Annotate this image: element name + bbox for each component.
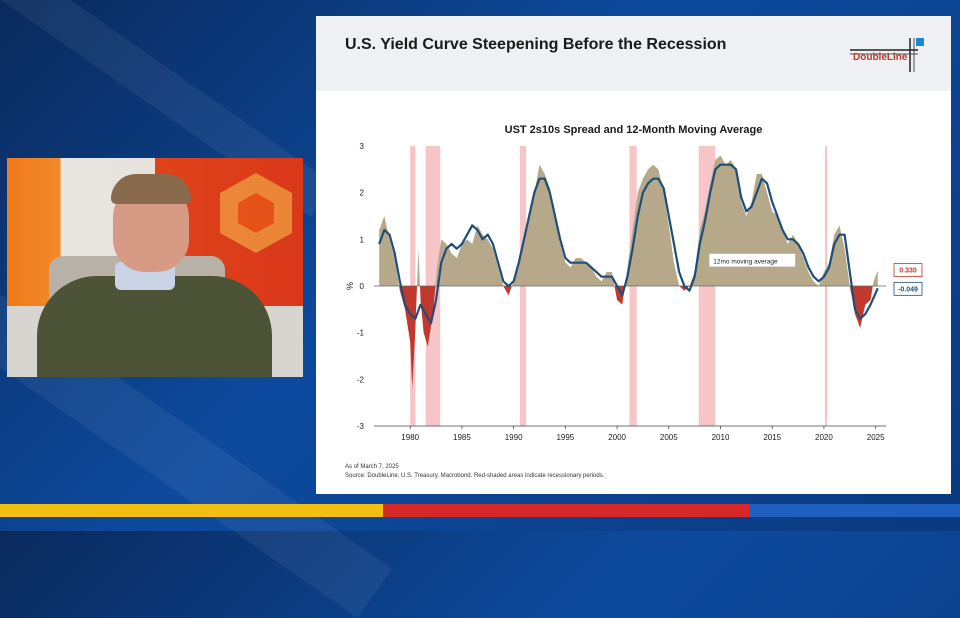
slide-title: U.S. Yield Curve Steepening Before the R… (345, 36, 727, 53)
ma-label: 12mo moving average (713, 259, 778, 266)
x-tick-label: 2010 (712, 433, 730, 442)
note-date: As of March 7, 2025 (345, 464, 399, 470)
last-ma-box (893, 281, 923, 296)
x-tick-label: 1980 (401, 433, 419, 442)
x-tick-label: 2025 (867, 433, 885, 442)
y-tick-label: 3 (360, 142, 365, 151)
last-spread-box (893, 263, 923, 278)
x-tick-label: 1985 (453, 433, 471, 442)
y-tick-label: -1 (357, 329, 365, 338)
last-ma-value: -0.049 (898, 286, 918, 293)
y-tick-label: -3 (357, 422, 365, 431)
x-tick-label: 2015 (763, 433, 781, 442)
y-tick-label: -2 (357, 375, 365, 384)
speaker-video (7, 158, 303, 377)
doubleline-logo-icon (850, 38, 924, 72)
spread-area-positive (379, 155, 878, 286)
note-source: Source: DoubleLine, U.S. Treasury, Macro… (345, 473, 605, 479)
x-tick-label: 2005 (660, 433, 678, 442)
bottom-bar-red (383, 504, 749, 517)
y-tick-label: 1 (360, 235, 365, 244)
chart-title: UST 2s10s Spread and 12-Month Moving Ave… (504, 124, 763, 136)
bottom-bar-yellow (0, 504, 383, 517)
last-spread-value: 0.330 (899, 268, 917, 275)
decor-cube-art (220, 173, 292, 253)
y-tick-label: 0 (360, 282, 365, 291)
x-tick-label: 2020 (815, 433, 833, 442)
slide-header (316, 16, 951, 91)
y-axis-label: % (345, 282, 355, 290)
x-tick-label: 2000 (608, 433, 626, 442)
x-tick-label: 1995 (556, 433, 574, 442)
spread-area-negative (379, 286, 878, 389)
x-tick-label: 1990 (505, 433, 523, 442)
spread-chart: 3 2 1 0 -1 -2 -3% 1980 1985 1990 1995 2000 2005 2010 2… (345, 142, 923, 442)
logo-text: DoubleLine (853, 52, 908, 63)
presentation-slide: U.S. Yield Curve Steepening Before the R… (316, 16, 951, 494)
moving-average-line (378, 163, 879, 325)
speaker-body (37, 276, 272, 377)
ma-label-box (708, 253, 796, 267)
y-tick-label: 2 (360, 189, 365, 198)
bottom-bar-blue (749, 504, 960, 517)
speaker-hair (111, 174, 191, 204)
